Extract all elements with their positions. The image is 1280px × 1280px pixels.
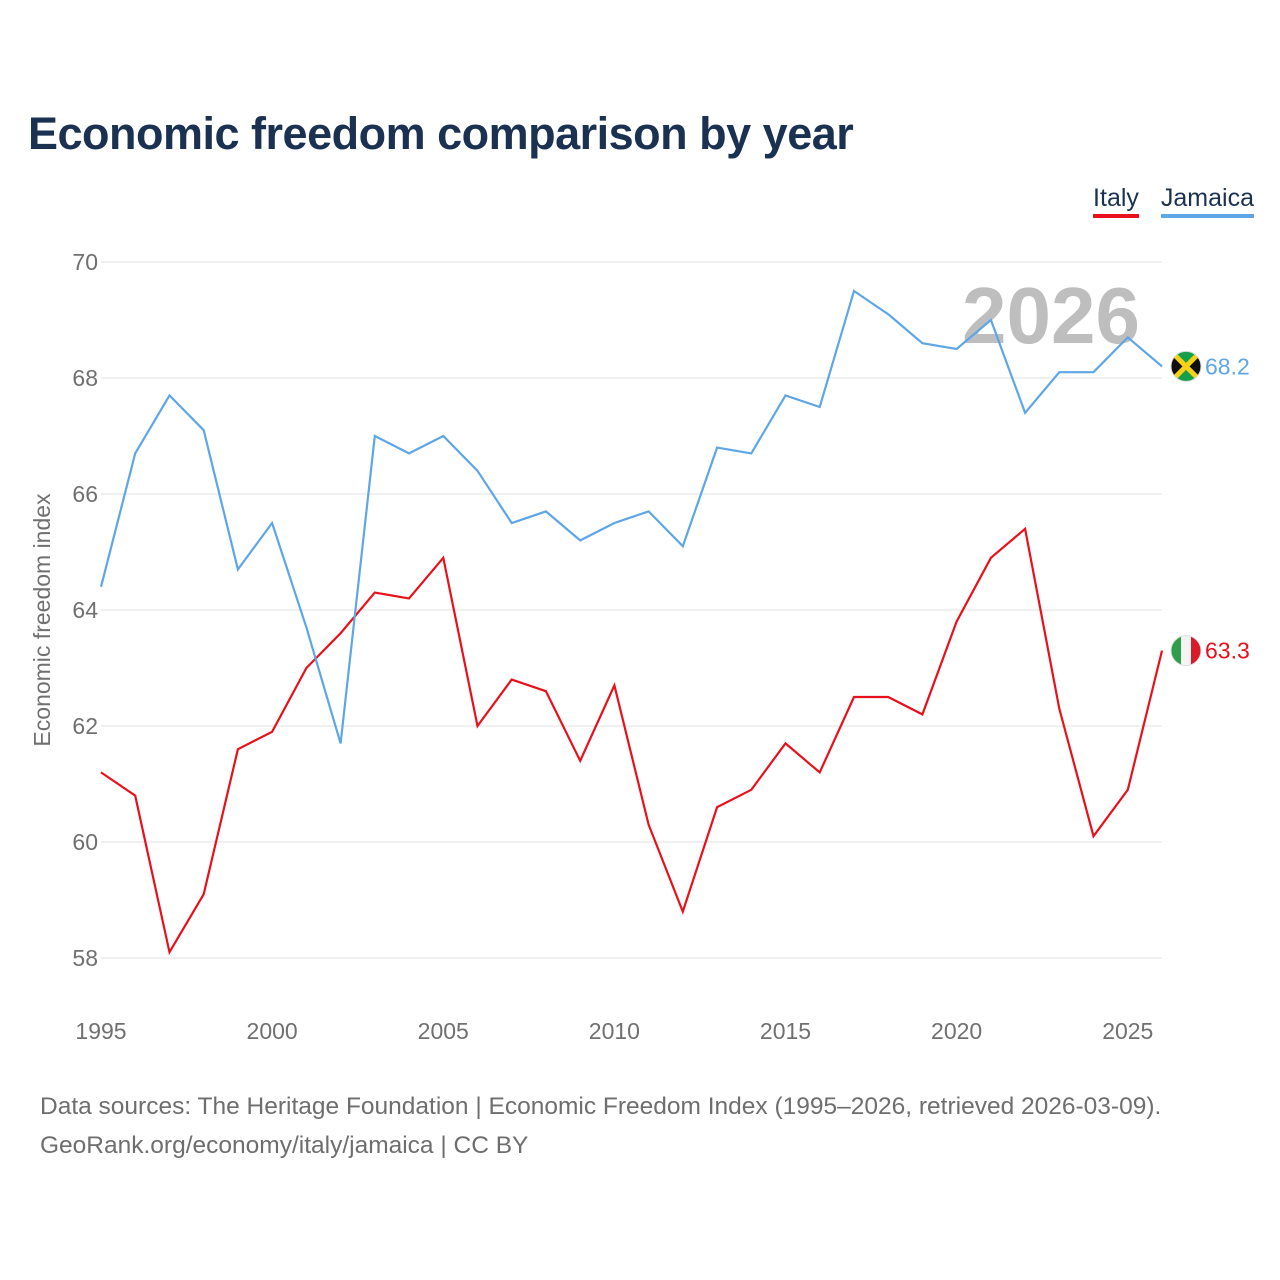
y-tick-label: 70 — [72, 249, 98, 275]
y-tick-label: 66 — [72, 481, 98, 507]
y-tick-label: 64 — [72, 597, 98, 623]
series-lines — [99, 289, 1164, 956]
legend-item-italy[interactable]: Italy — [1093, 183, 1139, 218]
legend: Italy Jamaica — [1093, 183, 1254, 218]
y-tick-label: 60 — [72, 829, 98, 855]
x-tick-label: 2005 — [418, 1018, 469, 1044]
source-line-2[interactable]: GeoRank.org/economy/italy/jamaica | CC B… — [40, 1132, 529, 1159]
legend-item-jamaica[interactable]: Jamaica — [1160, 183, 1254, 218]
y-axis-label: Economic freedom index — [29, 493, 55, 747]
y-tick-label: 62 — [72, 713, 98, 739]
x-tick-label: 1995 — [75, 1018, 126, 1044]
chart-title: Economic freedom comparison by year — [28, 108, 854, 159]
series-line-italy[interactable] — [100, 526, 1164, 956]
end-value-label-jamaica: 68.2 — [1205, 353, 1250, 379]
gridlines — [101, 261, 1162, 959]
y-tick-label: 68 — [72, 365, 98, 391]
source-line-1: Data sources: The Heritage Foundation | … — [40, 1093, 1162, 1120]
x-tick-label: 2025 — [1102, 1018, 1153, 1044]
x-tick-label: 2010 — [589, 1018, 640, 1044]
series-line-jamaica[interactable] — [99, 289, 1163, 744]
jamaica-flag-icon — [1170, 350, 1202, 382]
y-tick-label: 58 — [72, 945, 98, 971]
source-note: Data sources: The Heritage Foundation | … — [40, 1087, 1161, 1165]
x-axis-ticks: 1995 2000 2005 2010 2015 2020 2025 — [75, 1018, 1153, 1044]
x-tick-label: 2020 — [931, 1018, 982, 1044]
x-tick-label: 2015 — [760, 1018, 811, 1044]
y-axis-ticks: 58 60 62 64 66 68 70 — [72, 249, 98, 971]
italy-flag-icon — [1170, 635, 1202, 667]
year-watermark: 2026 — [962, 271, 1140, 360]
end-value-label-italy: 63.3 — [1205, 638, 1250, 664]
series-end-markers: 63.3 68.2 — [1170, 350, 1250, 667]
x-tick-label: 2000 — [247, 1018, 298, 1044]
